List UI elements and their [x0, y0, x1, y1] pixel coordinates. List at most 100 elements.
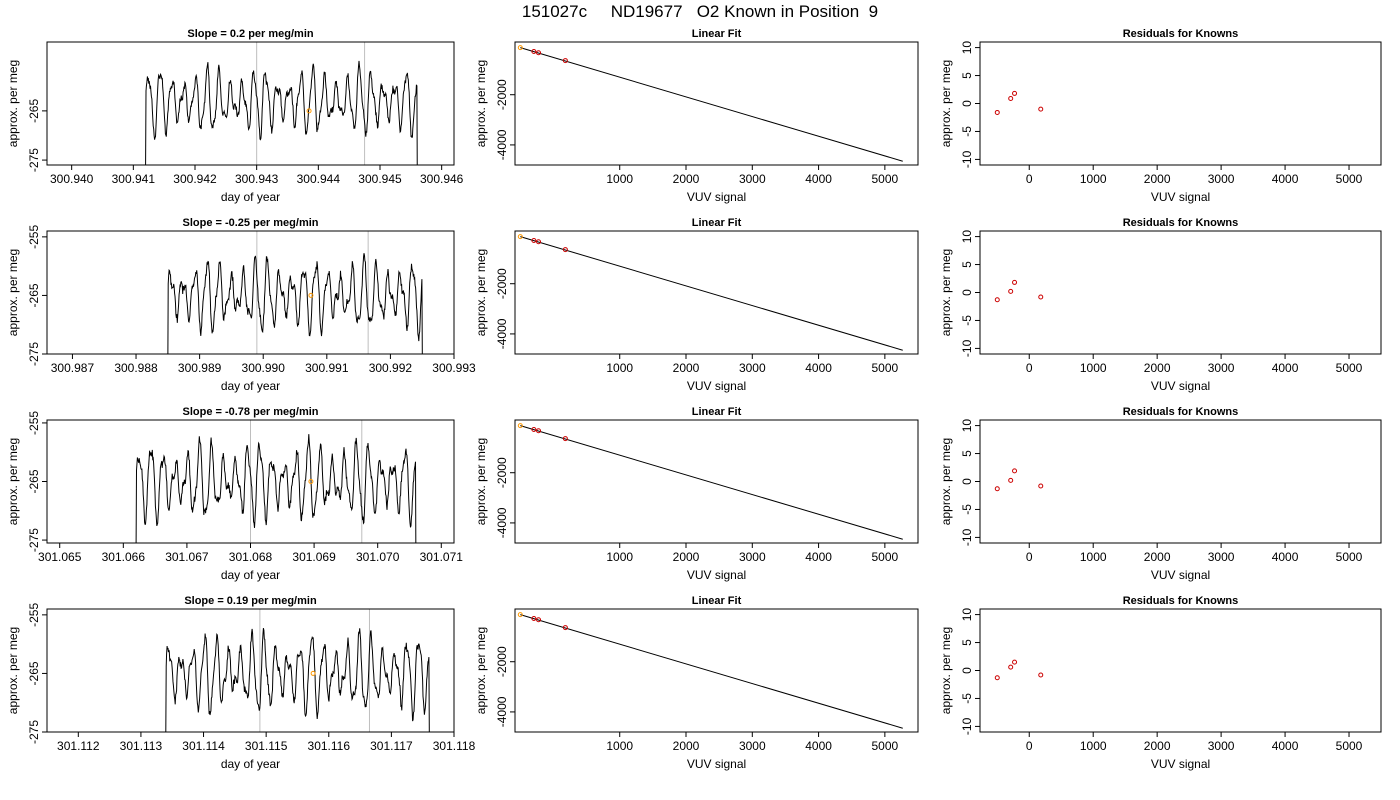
x-tick-label: 301.070 — [356, 550, 400, 564]
x-tick-label: 2000 — [673, 739, 700, 753]
x-tick-label: 300.990 — [242, 361, 286, 375]
data-point — [1012, 279, 1018, 285]
y-tick-label: 0 — [960, 100, 974, 107]
y-tick-label: -4000 — [495, 696, 509, 727]
y-tick-label: -4000 — [495, 318, 509, 349]
x-tick-label: 1000 — [1080, 739, 1107, 753]
panel-title: Residuals for Knowns — [1123, 217, 1239, 229]
x-tick-label: 1000 — [1080, 361, 1107, 375]
x-tick-label: 300.992 — [369, 361, 413, 375]
x-tick-label: 300.944 — [297, 172, 341, 186]
y-tick-label: -5 — [960, 504, 974, 515]
plot-frame — [979, 608, 1382, 733]
x-tick-label: 4000 — [805, 739, 832, 753]
panel-title: Slope = -0.78 per meg/min — [182, 406, 318, 418]
x-tick-label: 300.943 — [235, 172, 279, 186]
plot-frame — [979, 419, 1382, 544]
y-tick-label: 0 — [960, 289, 974, 296]
x-tick-label: 4000 — [1272, 361, 1299, 375]
y-tick-label: -2000 — [495, 646, 509, 677]
plot-area — [165, 609, 430, 732]
highlight-point — [310, 670, 316, 676]
y-tick-label: 10 — [960, 419, 974, 433]
data-point — [562, 625, 568, 631]
y-axis-label: approx. per meg — [6, 60, 20, 147]
x-tick-label: 301.067 — [165, 550, 209, 564]
y-axis-label: approx. per meg — [6, 249, 20, 336]
y-tick-label: 10 — [960, 608, 974, 622]
x-tick-label: 1000 — [1080, 172, 1107, 186]
data-point — [531, 49, 537, 55]
fit-line — [520, 425, 903, 540]
x-tick-label: 300.940 — [50, 172, 94, 186]
highlight-point — [517, 45, 523, 51]
fit-line — [520, 47, 903, 162]
highlight-point — [517, 423, 523, 429]
plot-area — [145, 42, 418, 165]
y-tick-label: -10 — [960, 339, 974, 357]
panel-res1: Residuals for Knowns VUV signal approx. pe… — [939, 28, 1382, 204]
x-tick-label: 301.117 — [370, 739, 413, 753]
plot-frame — [514, 41, 919, 166]
figure-title: 151027c ND19677 O2 Known in Position 9 — [521, 2, 879, 21]
x-tick-label: 1000 — [606, 361, 633, 375]
x-tick-label: 301.115 — [245, 739, 288, 753]
y-axis-label: approx. per meg — [6, 438, 20, 525]
x-tick-label: 301.116 — [308, 739, 351, 753]
plot-area — [517, 234, 903, 351]
panel-res2: Residuals for Knowns VUV signal approx. pe… — [939, 217, 1382, 393]
panel-title: Linear Fit — [692, 28, 742, 40]
x-tick-label: 301.113 — [120, 739, 163, 753]
x-tick-label: 4000 — [805, 172, 832, 186]
x-axis-label: day of year — [221, 568, 280, 582]
y-tick-label: -4000 — [495, 129, 509, 160]
panel-title: Slope = 0.19 per meg/min — [184, 595, 317, 607]
x-tick-label: 300.993 — [432, 361, 476, 375]
x-tick-label: 0 — [1026, 739, 1033, 753]
x-tick-label: 1000 — [606, 172, 633, 186]
x-tick-label: 301.068 — [229, 550, 273, 564]
data-point — [536, 617, 542, 623]
data-point — [1008, 477, 1014, 483]
x-tick-label: 300.945 — [358, 172, 402, 186]
x-tick-label: 0 — [1026, 172, 1033, 186]
x-tick-label: 5000 — [872, 361, 899, 375]
plot-frame — [979, 41, 1382, 166]
highlight-point — [308, 292, 314, 298]
highlight-point — [517, 234, 523, 240]
panel-ts1: Slope = 0.2 per meg/min day of year approx… — [6, 28, 464, 204]
y-tick-label: 5 — [960, 639, 974, 646]
x-tick-label: 5000 — [1336, 361, 1363, 375]
x-tick-label: 2000 — [1144, 361, 1171, 375]
x-tick-label: 300.987 — [51, 361, 95, 375]
x-axis-label: VUV signal — [687, 379, 746, 393]
plot-frame — [46, 608, 455, 733]
x-tick-label: 4000 — [1272, 550, 1299, 564]
y-axis-label: approx. per meg — [6, 627, 20, 714]
y-tick-label: -10 — [960, 717, 974, 735]
highlight-point — [517, 612, 523, 618]
x-tick-label: 4000 — [805, 550, 832, 564]
x-tick-label: 1000 — [1080, 550, 1107, 564]
x-axis-label: day of year — [221, 379, 280, 393]
panel-ts3: Slope = -0.78 per meg/min day of year appr… — [6, 406, 463, 582]
x-tick-label: 300.941 — [112, 172, 156, 186]
x-tick-label: 300.942 — [173, 172, 217, 186]
y-tick-label: 10 — [960, 41, 974, 55]
panel-fit2: Linear Fit VUV signal approx. per meg 1000 2… — [474, 217, 919, 393]
x-tick-label: 2000 — [1144, 172, 1171, 186]
data-trace — [145, 60, 418, 165]
x-tick-label: 5000 — [872, 739, 899, 753]
data-point — [994, 109, 1000, 115]
panel-title: Residuals for Knowns — [1123, 28, 1239, 40]
x-axis-label: VUV signal — [1151, 757, 1210, 771]
data-point — [562, 58, 568, 64]
y-tick-label: -5 — [960, 126, 974, 137]
x-tick-label: 5000 — [872, 172, 899, 186]
panel-title: Linear Fit — [692, 595, 742, 607]
x-tick-label: 5000 — [872, 550, 899, 564]
panel-title: Slope = 0.2 per meg/min — [187, 28, 314, 40]
y-tick-label: -5 — [960, 315, 974, 326]
data-point — [994, 486, 1000, 492]
y-tick-label: -265 — [27, 99, 41, 123]
